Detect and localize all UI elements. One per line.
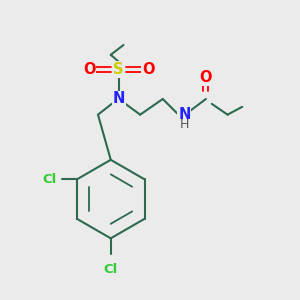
Text: O: O xyxy=(142,62,154,77)
Text: N: N xyxy=(178,107,190,122)
Text: Cl: Cl xyxy=(103,263,118,276)
Text: N: N xyxy=(112,92,125,106)
Text: O: O xyxy=(200,70,212,85)
Text: S: S xyxy=(113,62,124,77)
Text: H: H xyxy=(180,118,189,131)
Text: O: O xyxy=(83,62,95,77)
Text: Cl: Cl xyxy=(42,173,56,186)
